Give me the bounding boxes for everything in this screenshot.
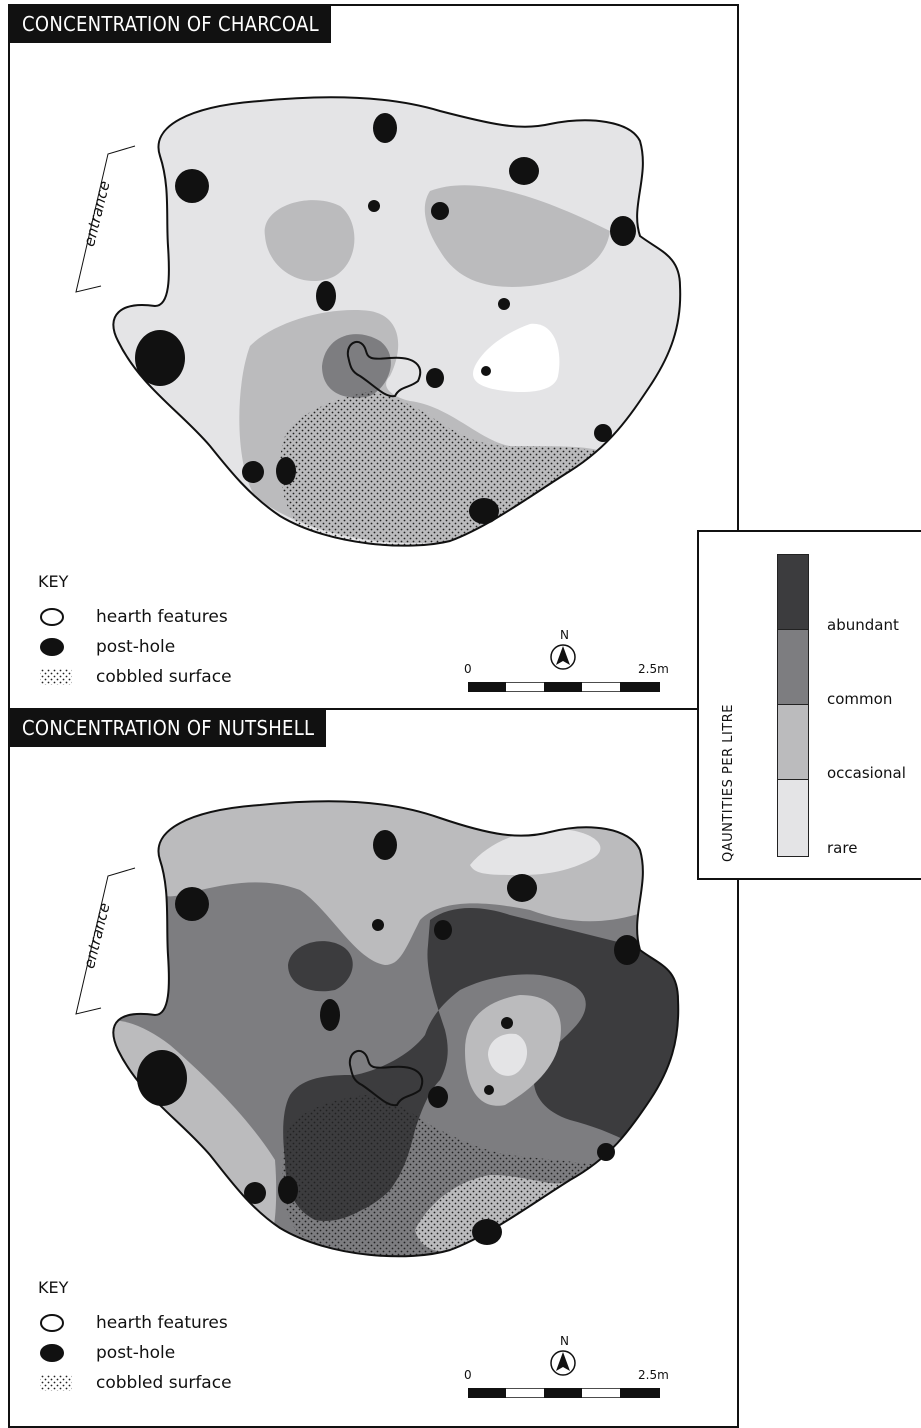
- charcoal-key-item-hearth: hearth features: [38, 606, 228, 628]
- nutshell-key-item-post-hole: post-hole: [38, 1342, 175, 1364]
- north-label: N: [560, 628, 569, 642]
- charcoal-map-panel: CONCENTRATION OF CHARCOAL: [8, 4, 739, 710]
- post-hole-icon: [40, 638, 64, 656]
- nutshell-entrance-bracket: [75, 867, 136, 1015]
- charcoal-post-holes: [135, 113, 636, 524]
- key-label: post-hole: [96, 1343, 176, 1363]
- post-hole: [594, 424, 612, 442]
- nutshell-key-item-hearth: hearth features: [38, 1312, 228, 1334]
- post-hole: [498, 298, 510, 310]
- hearth-icon: [40, 1314, 64, 1332]
- cobbled-surface-icon: [40, 669, 72, 685]
- post-hole: [614, 935, 640, 965]
- post-hole: [316, 281, 336, 311]
- quantity-legend: QAUNTITIES PER LITRE abundant common occ…: [697, 530, 921, 880]
- legend-title: QAUNTITIES PER LITRE: [721, 704, 736, 862]
- legend-swatch-occasional: [777, 704, 809, 780]
- charcoal-map: [75, 96, 682, 547]
- scale-end-label: 2.5m: [638, 662, 669, 676]
- post-hole: [242, 461, 264, 483]
- post-hole: [175, 169, 209, 203]
- cobbled-surface-icon: [40, 1375, 72, 1391]
- post-hole: [469, 498, 499, 524]
- nutshell-abundant-zone: [288, 941, 353, 992]
- scale-start-label: 0: [464, 1368, 472, 1382]
- charcoal-key-title: KEY: [38, 572, 69, 591]
- north-label: N: [560, 1334, 569, 1348]
- post-hole: [434, 920, 452, 940]
- charcoal-entrance-bracket: [75, 145, 136, 293]
- post-hole: [431, 202, 449, 220]
- key-label: cobbled surface: [96, 1373, 232, 1393]
- scale-bar-graphic: [468, 1388, 660, 1398]
- legend-label-abundant: abundant: [827, 616, 899, 634]
- scale-start-label: 0: [464, 662, 472, 676]
- nutshell-scale-bar: 0 2.5m N: [464, 1334, 669, 1404]
- key-label: cobbled surface: [96, 667, 232, 687]
- post-hole: [428, 1086, 448, 1108]
- nutshell-hearth-feature: [348, 1050, 424, 1107]
- post-hole: [137, 1050, 187, 1106]
- post-hole: [278, 1176, 298, 1204]
- nutshell-key-item-cobbled: cobbled surface: [38, 1372, 232, 1394]
- legend-swatch-rare: [777, 779, 809, 857]
- post-hole: [175, 887, 209, 921]
- post-hole: [481, 366, 491, 376]
- charcoal-white-zone: [473, 323, 560, 393]
- post-hole: [276, 457, 296, 485]
- post-hole: [320, 999, 340, 1031]
- nutshell-rare-zone: [488, 1033, 528, 1076]
- scale-end-label: 2.5m: [638, 1368, 669, 1382]
- post-hole: [484, 1085, 494, 1095]
- post-hole: [507, 874, 537, 902]
- scale-bar-graphic: [468, 682, 660, 692]
- north-arrow-icon: [550, 1350, 576, 1376]
- legend-label-common: common: [827, 690, 893, 708]
- key-label: post-hole: [96, 637, 176, 657]
- charcoal-key-item-post-hole: post-hole: [38, 636, 175, 658]
- hearth-icon: [40, 608, 64, 626]
- legend-swatch-abundant: [777, 554, 809, 630]
- post-hole-icon: [40, 1344, 64, 1362]
- charcoal-common-zone: [322, 334, 391, 398]
- post-hole: [244, 1182, 266, 1204]
- north-arrow-icon: [550, 644, 576, 670]
- key-label: hearth features: [96, 607, 228, 627]
- legend-label-rare: rare: [827, 839, 858, 857]
- charcoal-scale-bar: 0 2.5m N: [464, 628, 669, 698]
- post-hole: [135, 330, 185, 386]
- post-hole: [610, 216, 636, 246]
- key-label: hearth features: [96, 1313, 228, 1333]
- nutshell-map-panel: CONCENTRATION OF NUTSHELL: [8, 708, 739, 1428]
- charcoal-map-title: CONCENTRATION OF CHARCOAL: [10, 6, 331, 43]
- charcoal-occasional-zone: [264, 200, 355, 282]
- nutshell-post-holes: [137, 830, 640, 1245]
- post-hole: [372, 919, 384, 931]
- legend-label-occasional: occasional: [827, 764, 906, 782]
- post-hole: [426, 368, 444, 388]
- post-hole: [501, 1017, 513, 1029]
- post-hole: [373, 113, 397, 143]
- nutshell-map-title: CONCENTRATION OF NUTSHELL: [10, 710, 327, 747]
- charcoal-key-item-cobbled: cobbled surface: [38, 666, 232, 688]
- nutshell-rare-zone: [470, 829, 601, 875]
- legend-swatch-common: [777, 629, 809, 705]
- post-hole: [368, 200, 380, 212]
- post-hole: [373, 830, 397, 860]
- post-hole: [509, 157, 539, 185]
- post-hole: [472, 1219, 502, 1245]
- nutshell-map: [75, 800, 680, 1258]
- charcoal-hearth-feature: [346, 341, 422, 398]
- post-hole: [597, 1143, 615, 1161]
- nutshell-key-title: KEY: [38, 1278, 69, 1297]
- charcoal-occasional-zone: [424, 185, 610, 287]
